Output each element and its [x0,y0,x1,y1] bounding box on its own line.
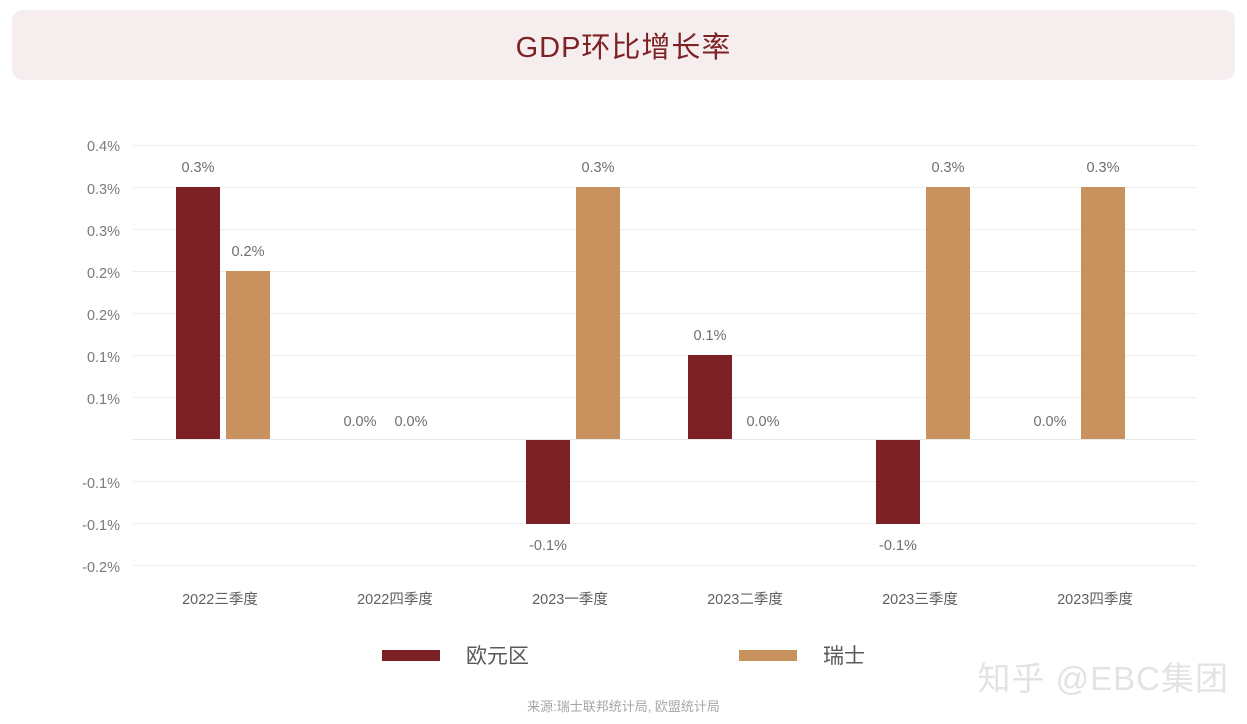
gridline [133,523,1196,524]
bar-value-label: 0.3% [581,160,615,176]
gridline [133,481,1196,482]
bar-eurozone-2023q2[interactable] [688,355,732,439]
legend-swatch-icon [739,649,797,661]
legend-label: 瑞士 [823,645,865,668]
legend-item-switzerland[interactable]: 瑞士 [739,640,865,670]
x-axis-tick: 2023二季度 [707,592,783,608]
x-axis-tick: 2022三季度 [182,592,258,608]
bar-value-label: 0.3% [1086,160,1120,176]
bar-switzerland-2023q3[interactable] [926,187,970,439]
bar-eurozone-2023q1[interactable] [526,440,570,524]
gridline [133,187,1196,188]
title-banner: GDP环比增长率 [12,10,1235,80]
bar-value-label: 0.3% [181,160,215,176]
source-note: 来源:瑞士联邦统计局, 欧盟统计局 [527,699,720,714]
legend-label: 欧元区 [466,645,529,668]
bar-eurozone-2023q3[interactable] [876,440,920,524]
bar-value-label: 0.3% [931,160,965,176]
y-axis-tick: 0.3% [86,182,120,198]
bar-switzerland-2023q4[interactable] [1081,187,1125,439]
y-axis-tick: -0.1% [82,518,120,534]
y-axis-tick: 0.2% [86,266,120,282]
y-axis-tick: 0.1% [86,350,120,366]
legend-swatch-icon [382,649,440,661]
chart-legend: 欧元区 瑞士 [0,640,1247,670]
bar-value-label: 0.0% [746,414,780,430]
x-axis-tick: 2023三季度 [882,592,958,608]
watermark: 知乎 @EBC集团 [977,660,1229,697]
gridline-zero [133,439,1196,440]
y-axis-tick: -0.2% [82,560,120,576]
gridline [133,313,1196,314]
bar-switzerland-2023q1[interactable] [576,187,620,439]
bar-value-label: 0.0% [343,414,377,430]
x-axis-tick: 2022四季度 [357,592,433,608]
page-title: GDP环比增长率 [515,32,732,64]
bar-value-label: 0.0% [1033,414,1067,430]
gridline [133,565,1196,566]
bar-value-label: 0.0% [394,414,428,430]
bar-value-label: 0.1% [693,328,727,344]
y-axis-tick: 0.1% [86,392,120,408]
y-axis-tick: 0.3% [86,224,120,240]
y-axis-tick: -0.1% [82,476,120,492]
gridline [133,229,1196,230]
y-axis-tick: 0.4% [86,139,120,155]
legend-item-eurozone[interactable]: 欧元区 [382,640,529,670]
x-axis-tick: 2023四季度 [1057,592,1133,608]
bar-value-label: -0.1% [879,538,917,554]
x-axis-tick: 2023一季度 [532,592,608,608]
gridline [133,145,1196,146]
bar-value-label: 0.2% [231,244,265,260]
gridline [133,271,1196,272]
y-axis-tick: 0.2% [86,308,120,324]
bar-eurozone-2022q3[interactable] [176,187,220,439]
gridline [133,397,1196,398]
bar-value-label: -0.1% [529,538,567,554]
gridline [133,355,1196,356]
bar-switzerland-2022q3[interactable] [226,271,270,439]
